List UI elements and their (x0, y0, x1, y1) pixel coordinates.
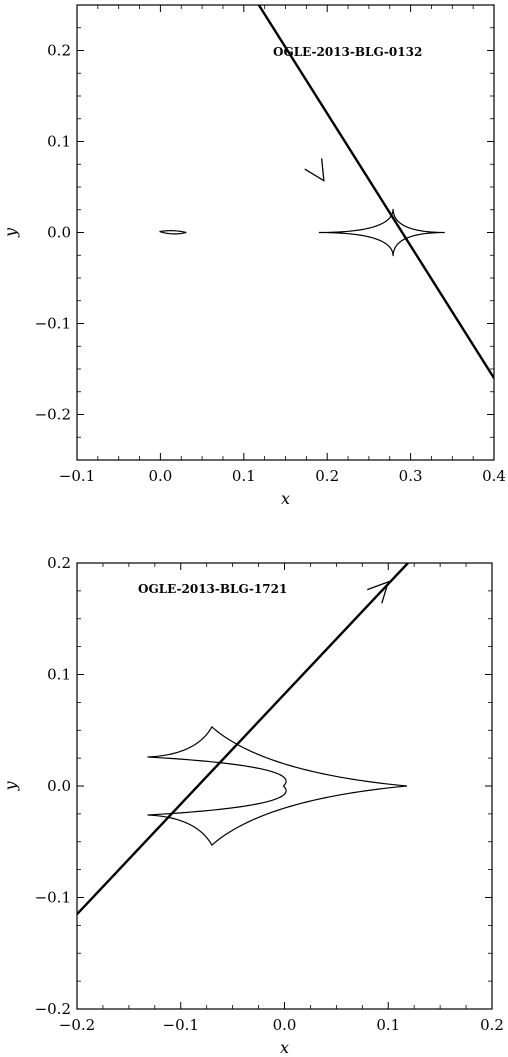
y-tick-label: −0.2 (35, 406, 71, 424)
y-axis-label: y (1, 227, 20, 238)
x-tick-label: 0.1 (376, 1016, 400, 1034)
x-tick-label: −0.1 (163, 1016, 199, 1034)
event-annotation: OGLE-2013-BLG-0132 (273, 45, 422, 59)
y-tick-label: 0.2 (47, 554, 71, 572)
y-tick-label: −0.1 (35, 315, 71, 333)
event-annotation: OGLE-2013-BLG-1721 (138, 582, 287, 596)
x-tick-label: 0.0 (273, 1016, 297, 1034)
x-tick-label: 0.2 (480, 1016, 504, 1034)
x-tick-label: 0.2 (315, 467, 339, 485)
plot-area (77, 563, 409, 916)
x-tick-label: 0.1 (232, 467, 256, 485)
y-axis-label: y (1, 781, 20, 792)
resonant-caustic (147, 725, 407, 847)
y-tick-label: −0.2 (35, 1000, 71, 1018)
plot-frame (76, 4, 495, 461)
x-tick-label: 0.3 (399, 467, 423, 485)
planetary-caustic (159, 230, 187, 235)
chart-panel-2: −0.2 −0.1 0.0 0.1 0.2 −0.2 −0.1 0.0 0.1 0.2 x y OGLE… (1, 554, 504, 1057)
y-tick-label: 0.1 (47, 133, 71, 151)
x-tick-label: −0.2 (59, 1016, 95, 1034)
x-tick-label: 0.0 (148, 467, 172, 485)
plot-area (159, 5, 494, 379)
source-trajectory (257, 5, 494, 379)
y-tick-label: −0.1 (35, 889, 71, 907)
y-tick-label: 0.0 (47, 777, 71, 795)
trajectory-arrow (304, 158, 325, 182)
y-tick-label: 0.2 (47, 42, 71, 60)
source-trajectory (77, 563, 409, 916)
y-tick-label: 0.1 (47, 666, 71, 684)
chart-panel-1: −0.1 0.0 0.1 0.2 0.3 0.4 −0.2 −0.1 0.0 0.1 0.2 x y OG… (1, 4, 506, 508)
y-tick-label: 0.0 (47, 224, 71, 242)
plot-frame (76, 562, 493, 1010)
x-axis-label: x (280, 1038, 289, 1057)
trajectory-arrow (367, 580, 390, 604)
x-axis-label: x (281, 489, 290, 508)
x-tick-label: −0.1 (59, 467, 95, 485)
x-tick-label: 0.4 (482, 467, 506, 485)
central-caustic (318, 208, 445, 257)
